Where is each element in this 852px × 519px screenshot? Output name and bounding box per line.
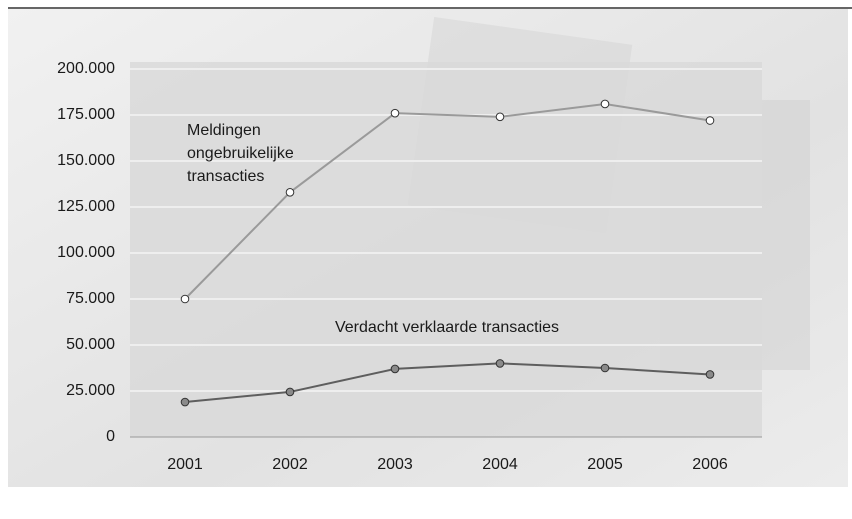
series-label-line: transacties bbox=[187, 168, 264, 185]
plot-area bbox=[130, 62, 762, 437]
y-tick-label: 125.000 bbox=[57, 198, 115, 215]
y-tick-label: 100.000 bbox=[57, 244, 115, 261]
plot: 0 25.000 50.000 75.000 100.000 125.000 150.000… bbox=[57, 60, 762, 473]
data-point bbox=[390, 364, 400, 374]
y-tick-label: 200.000 bbox=[57, 60, 115, 77]
y-tick-label: 50.000 bbox=[66, 336, 115, 353]
x-tick-label: 2003 bbox=[377, 456, 413, 473]
data-point bbox=[600, 363, 610, 373]
data-point bbox=[285, 387, 295, 397]
data-point bbox=[495, 112, 505, 122]
series-label: Meldingen ongebruikelijke transacties bbox=[187, 122, 294, 185]
y-tick-label: 25.000 bbox=[66, 382, 115, 399]
series-line bbox=[184, 102, 711, 300]
data-point bbox=[180, 397, 190, 407]
series-label: Verdacht verklaarde transacties bbox=[335, 319, 559, 336]
series-line bbox=[184, 362, 711, 404]
data-point bbox=[390, 108, 400, 118]
x-tick-label: 2001 bbox=[167, 456, 203, 473]
data-point bbox=[495, 359, 505, 368]
data-point bbox=[180, 294, 190, 304]
series-label-line: Meldingen bbox=[187, 122, 261, 139]
data-point bbox=[600, 99, 610, 109]
data-point bbox=[285, 187, 295, 197]
y-tick-label: 0 bbox=[106, 428, 115, 445]
x-tick-label: 2005 bbox=[587, 456, 623, 473]
x-tick-label: 2002 bbox=[272, 456, 308, 473]
y-tick-label: 75.000 bbox=[66, 290, 115, 307]
y-tick-label: 175.000 bbox=[57, 106, 115, 123]
y-tick-label: 150.000 bbox=[57, 152, 115, 169]
x-tick-label: 2004 bbox=[482, 456, 518, 473]
series-label-line: ongebruikelijke bbox=[187, 145, 294, 162]
x-tick-label: 2006 bbox=[692, 456, 728, 473]
data-point bbox=[705, 370, 715, 379]
data-point bbox=[705, 116, 715, 125]
